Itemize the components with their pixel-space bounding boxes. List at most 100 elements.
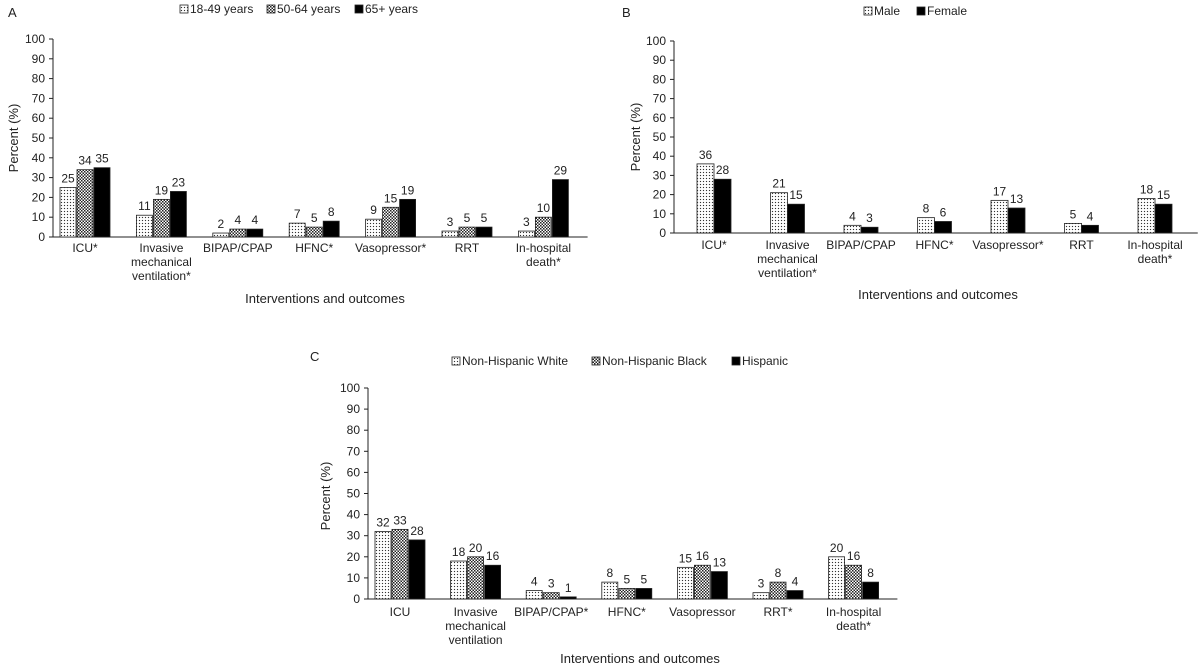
x-tick-label: Invasive mechanical ventilation* [757,238,818,280]
data-label: 35 [95,152,109,166]
data-label: 3 [523,215,530,229]
bar-50-64-years [382,206,400,238]
data-label: 8 [328,205,335,219]
bar-50-64-years [152,198,170,238]
y-tick-label: 10 [32,210,46,224]
data-label: 25 [61,172,75,186]
bar-hispanic [484,564,502,600]
data-label: 3 [866,211,873,225]
bar-non-hispanic-black [845,564,862,600]
legend-item-65-years: 65+ years [354,2,418,16]
bar-hispanic [862,581,879,600]
data-label: 18 [452,545,466,559]
data-label: 36 [699,148,713,162]
x-axis-title: Interventions and outcomes [245,291,405,306]
data-label: 5 [464,211,471,225]
bar-group-vasopressor: 15 16 13 [677,549,728,600]
legend-label: Non-Hispanic Black [602,354,708,368]
y-tick-label: 0 [353,592,360,606]
y-axis-title: Percent (%) [6,104,21,173]
bar-50-64-years [305,226,323,238]
bar-female [713,178,732,234]
data-label: 10 [537,201,551,215]
panel-c: C Non-Hispanic White Non-Hispanic Black His… [310,349,898,666]
bar-50-64-years [535,216,552,238]
bar-hispanic [408,539,426,600]
y-tick-label: 70 [653,92,667,106]
data-label: 15 [1157,188,1171,202]
x-tick-label: BIPAP/CPAP [826,238,896,252]
panel-a: A 18-49 years 50-64 years 65+ years 0 10 20 30 4… [6,2,588,306]
legend-label: Hispanic [742,354,788,368]
bar-65-years [552,179,569,238]
x-tick-label: In-hospital death* [826,605,881,633]
data-label: 33 [393,513,407,527]
data-label: 8 [867,566,874,580]
x-tick-label: Vasopressor* [355,241,426,255]
data-label: 3 [447,215,454,229]
x-tick-label: HFNC* [916,238,954,252]
x-tick-label: BIPAP/CPAP* [514,605,589,619]
data-label: 4 [251,213,258,227]
data-label: 13 [713,556,727,570]
bar-hispanic [635,588,653,600]
bar-18-49-years [135,214,153,238]
y-tick-label: 90 [653,53,667,67]
data-label: 5 [311,211,318,225]
data-label: 16 [696,549,710,563]
y-tick-label: 0 [38,230,45,244]
bar-65-years [322,220,340,238]
legend-item-female: Female [916,4,967,18]
panel-label: A [8,5,17,20]
bar-50-64-years [458,226,476,238]
data-label: 4 [1087,209,1094,223]
y-tick-label: 20 [347,550,361,564]
x-tick-label: In-hospital death* [516,241,571,269]
bar-50-64-years [229,228,247,238]
y-tick-label: 10 [347,571,361,585]
y-tick-label: 80 [653,72,667,86]
data-label: 8 [606,566,613,580]
data-label: 15 [679,551,693,565]
bar-18-49-years [59,187,77,238]
data-label: 7 [294,207,301,221]
bar-female [787,203,805,234]
y-tick-label: 40 [32,151,46,165]
data-label: 29 [554,164,568,178]
y-tick-label: 60 [347,465,361,479]
data-label: 16 [486,549,500,563]
bar-18-49-years [441,230,459,238]
x-axis-title: Interventions and outcomes [560,651,720,666]
legend-swatch [916,6,926,16]
bar-18-49-years [212,232,230,238]
legend-label: 65+ years [365,2,418,16]
legend-item-male: Male [863,4,900,18]
bar-non-hispanic-black [542,592,560,600]
y-tick-label: 90 [347,402,361,416]
data-label: 4 [234,213,241,227]
data-label: 20 [469,541,483,555]
y-tick-label: 50 [32,131,46,145]
x-tick-label: Vasopressor [669,605,735,619]
data-label: 6 [940,205,947,219]
x-tick-label: RRT [455,241,480,255]
x-tick-label: Invasive mechanical ventilation [445,605,506,647]
y-tick-label: 60 [653,111,667,125]
data-label: 4 [531,575,538,589]
data-label: 13 [1010,192,1024,206]
legend-item-non-hispanic-white: Non-Hispanic White [451,354,568,368]
bar-hispanic [711,571,728,600]
data-label: 28 [410,524,424,538]
x-axis-title: Interventions and outcomes [858,287,1018,302]
data-label: 3 [548,577,555,591]
legend-swatch [179,4,189,14]
